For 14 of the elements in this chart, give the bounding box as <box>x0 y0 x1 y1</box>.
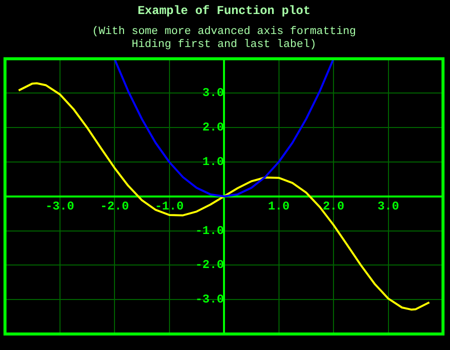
y-tick-label: 2.0 <box>202 120 224 135</box>
x-tick-label: -1.0 <box>154 200 184 214</box>
x-tick-label: 1.0 <box>268 200 290 214</box>
x-tick-label: 2.0 <box>322 200 344 214</box>
chart-title: Example of Function plot <box>138 4 310 18</box>
x-tick-label: -2.0 <box>100 200 129 214</box>
y-tick-label: -3.0 <box>195 292 224 307</box>
x-tick-label: 3.0 <box>377 200 400 214</box>
y-tick-label: -1.0 <box>195 224 224 238</box>
y-tick-label: -2.0 <box>195 258 224 272</box>
x-tick-label: -3.0 <box>45 200 74 214</box>
y-tick-label: 1.0 <box>202 155 224 170</box>
y-tick-label: 3.0 <box>202 86 224 100</box>
chart-subtitle: (With some more advanced axis formatting Hiding first and last label) <box>92 26 356 52</box>
